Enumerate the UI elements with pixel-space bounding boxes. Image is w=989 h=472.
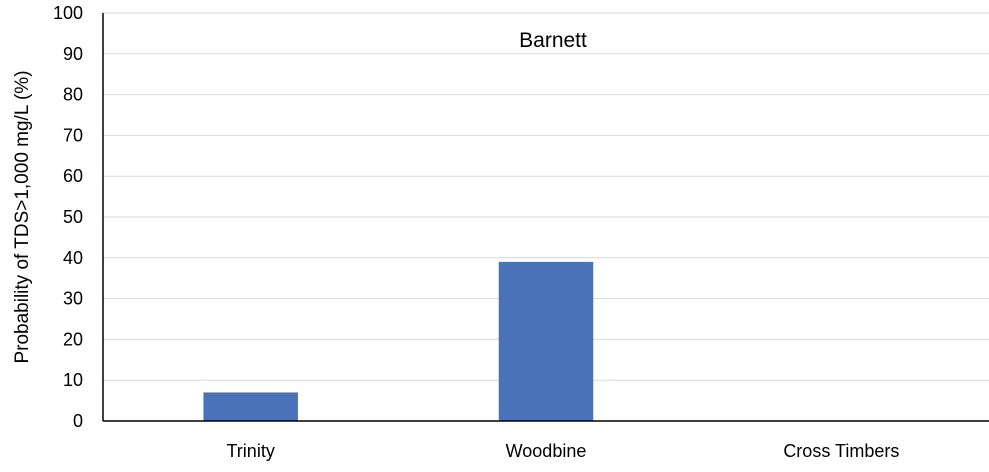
y-tick-label: 40 (63, 248, 83, 268)
y-tick-label: 100 (53, 3, 83, 23)
axes (102, 13, 989, 422)
bars (203, 261, 594, 421)
bar-woodbine (498, 261, 594, 421)
y-tick-labels: 0 10 20 30 40 50 60 70 80 90 100 (53, 3, 83, 431)
x-tick-label: Trinity (226, 441, 274, 461)
y-tick-label: 70 (63, 125, 83, 145)
y-tick-label: 90 (63, 44, 83, 64)
chart-title: Barnett (519, 29, 587, 52)
y-axis-label: Probability of TDS>1,000 mg/L (%) (12, 70, 33, 363)
y-tick-label: 20 (63, 329, 83, 349)
y-tick-label: 60 (63, 166, 83, 186)
x-tick-labels: Trinity Woodbine Cross Timbers (226, 441, 899, 461)
x-tick-label: Cross Timbers (783, 441, 899, 461)
bar-trinity (203, 392, 298, 421)
y-tick-label: 80 (63, 85, 83, 105)
gridlines (103, 12, 989, 381)
x-tick-label: Woodbine (506, 441, 587, 461)
y-tick-label: 0 (73, 411, 83, 431)
y-tick-label: 50 (63, 207, 83, 227)
y-tick-label: 30 (63, 289, 83, 309)
y-tick-label: 10 (63, 370, 83, 390)
